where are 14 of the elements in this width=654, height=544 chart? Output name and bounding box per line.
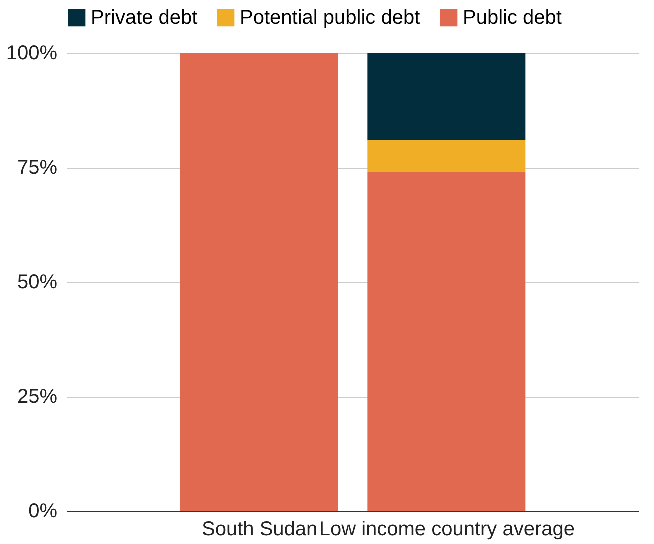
legend-label: Private debt	[91, 7, 198, 29]
legend-label: Public debt	[463, 7, 562, 29]
x-tick-label: Low income country average	[319, 518, 576, 540]
bar	[368, 172, 526, 511]
bar	[180, 53, 338, 511]
bar	[368, 53, 526, 140]
y-tick-label: 0%	[28, 500, 58, 522]
bar	[368, 140, 526, 172]
y-tick-label: 25%	[17, 386, 58, 408]
y-tick-label: 100%	[6, 42, 58, 64]
y-tick-label: 75%	[17, 157, 58, 179]
y-tick-label: 50%	[17, 272, 58, 294]
legend-label: Potential public debt	[240, 7, 421, 29]
x-tick-label: South Sudan	[202, 518, 318, 540]
